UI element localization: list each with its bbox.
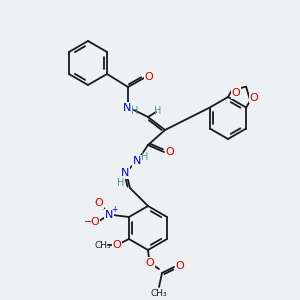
Text: N: N — [133, 156, 141, 166]
Text: O: O — [146, 258, 154, 268]
Text: O: O — [166, 147, 174, 157]
Text: O: O — [112, 240, 121, 250]
Text: H: H — [131, 106, 139, 116]
Text: −: − — [84, 217, 92, 227]
Text: H: H — [141, 152, 149, 162]
Text: O: O — [176, 261, 184, 271]
Text: CH₃: CH₃ — [151, 290, 167, 298]
Text: N: N — [105, 210, 113, 220]
Text: O: O — [91, 217, 99, 227]
Text: H: H — [154, 106, 162, 116]
Text: +: + — [111, 206, 117, 214]
Text: N: N — [123, 103, 131, 113]
Text: O: O — [145, 72, 153, 82]
Text: N: N — [121, 168, 129, 178]
Text: CH₃: CH₃ — [94, 241, 111, 250]
Text: O: O — [232, 88, 240, 98]
Text: O: O — [250, 93, 259, 103]
Text: O: O — [94, 198, 103, 208]
Text: H: H — [117, 178, 125, 188]
